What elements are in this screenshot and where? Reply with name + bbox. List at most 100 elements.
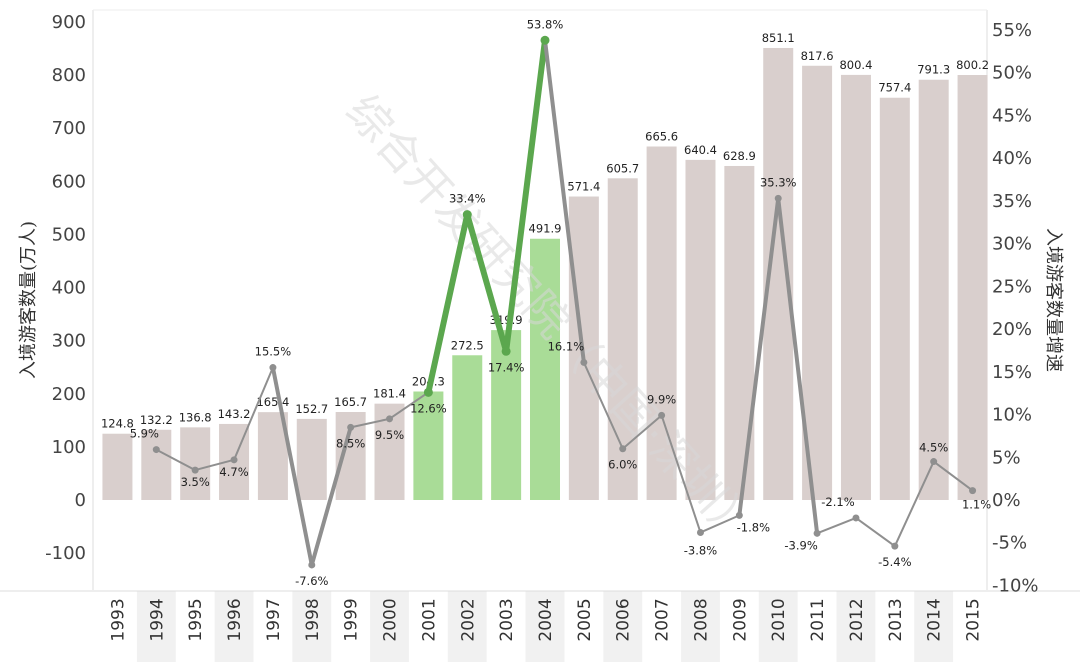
bar-series — [102, 47, 988, 501]
bar-label-2014: 791.3 — [917, 63, 950, 77]
year-band-2010 — [758, 591, 798, 662]
growth-label-2001: 12.6% — [410, 401, 447, 415]
growth-point-2004 — [540, 35, 550, 45]
year-band-2012 — [836, 591, 876, 662]
year-tick-1995: 1995 — [186, 598, 206, 641]
growth-point-1996 — [230, 456, 238, 464]
growth-label-2012: -2.1% — [821, 495, 854, 509]
growth-label-2004: 53.8% — [527, 17, 564, 31]
bar-label-2011: 817.6 — [801, 49, 834, 63]
year-band-2006 — [603, 591, 643, 662]
growth-label-2007: 9.9% — [647, 392, 676, 406]
bar-label-2007: 665.6 — [645, 129, 678, 143]
year-tick-2001: 2001 — [419, 598, 439, 641]
growth-label-2002: 33.4% — [449, 192, 486, 206]
growth-point-2010 — [774, 194, 782, 202]
year-band-2002 — [447, 591, 487, 662]
year-tick-2013: 2013 — [886, 598, 906, 641]
bar-label-2012: 800.4 — [839, 58, 872, 72]
year-ticks: 1993 1994 1995 1996 1997 1998 1999 2000 2001 2002… — [108, 598, 983, 641]
growth-label-1998: -7.6% — [295, 574, 328, 588]
year-tick-2012: 2012 — [847, 598, 867, 641]
y-tick-7: 600 — [52, 171, 86, 192]
growth-label-2009: -1.8% — [737, 520, 770, 534]
growth-segment-2007-2008 — [660, 414, 702, 534]
y-tick-1: 0 — [75, 490, 86, 511]
year-tick-2007: 2007 — [653, 598, 673, 641]
growth-point-2012 — [852, 514, 860, 522]
bar-2011 — [802, 65, 833, 501]
growth-label-1995: 3.5% — [181, 475, 210, 489]
bar-2003 — [491, 330, 522, 500]
growth-point-1999 — [347, 423, 355, 431]
growth-label-2003: 17.4% — [488, 360, 525, 374]
y2-tick-3: 5% — [992, 447, 1021, 468]
year-bands — [136, 591, 954, 662]
y2-tick-7: 25% — [992, 276, 1032, 297]
growth-label-2011: -3.9% — [784, 538, 817, 552]
bar-2007 — [646, 146, 677, 501]
growth-point-2001 — [423, 387, 433, 397]
growth-point-2009 — [735, 511, 743, 519]
year-band-2014 — [914, 591, 954, 662]
growth-segment-2012-2013 — [854, 516, 896, 548]
growth-segment-2001-2002 — [425, 211, 471, 396]
growth-point-2006 — [619, 445, 627, 453]
growth-labels: 5.9% 3.5% 4.7% 15.5% -7.6% 8.5% 9.5% 12.6% 33.4%… — [130, 17, 992, 588]
year-tick-1994: 1994 — [147, 598, 167, 641]
growth-point-2007 — [658, 411, 666, 419]
growth-label-2005: 16.1% — [548, 339, 585, 353]
bar-label-2008: 640.4 — [684, 143, 717, 157]
y2-tick-12: 50% — [992, 63, 1032, 84]
growth-segment-2013-2014 — [893, 460, 935, 548]
y-tick-3: 200 — [52, 384, 86, 405]
bar-2012 — [840, 74, 871, 500]
bar-label-2004: 491.9 — [529, 222, 562, 236]
growth-points — [152, 35, 977, 569]
growth-label-2010: 35.3% — [760, 175, 797, 189]
year-band-2008 — [681, 591, 720, 662]
bar-label-1998: 152.7 — [295, 402, 328, 416]
year-tick-1998: 1998 — [303, 598, 323, 641]
bar-label-1994: 132.2 — [140, 413, 173, 427]
bar-label-2013: 757.4 — [878, 81, 911, 95]
growth-point-2002 — [462, 210, 472, 220]
growth-segment-1998-1999 — [309, 425, 353, 567]
y2-tick-1: -5% — [992, 533, 1027, 554]
y-tick-9: 800 — [52, 65, 86, 86]
bar-1995 — [180, 427, 211, 500]
growth-segment-1997-1998 — [270, 365, 314, 567]
left-axis-ticks: -100 0 100 200 300 400 500 600 700 800 900 — [45, 12, 86, 564]
growth-point-2003 — [501, 346, 511, 356]
growth-label-2013: -5.4% — [878, 555, 911, 569]
year-tick-1999: 1999 — [342, 598, 362, 641]
growth-segment-1996-1997 — [233, 366, 274, 461]
growth-segment-2009-2010 — [737, 196, 781, 518]
growth-point-1995 — [191, 466, 199, 474]
y-tick-4: 300 — [52, 331, 86, 352]
growth-segment-1999-2000 — [349, 417, 391, 429]
year-tick-1997: 1997 — [264, 598, 284, 641]
growth-segment-2014-2015 — [932, 460, 974, 492]
growth-label-2008: -3.8% — [684, 543, 717, 557]
growth-point-2008 — [696, 528, 704, 536]
year-band-1994 — [136, 591, 176, 662]
bar-2002 — [452, 355, 483, 500]
growth-label-1996: 4.7% — [219, 465, 248, 479]
bar-2001 — [413, 391, 444, 500]
year-band-2004 — [525, 591, 565, 662]
y-tick-2: 100 — [52, 437, 86, 458]
bar-label-1999: 165.7 — [334, 395, 367, 409]
growth-point-2011 — [813, 529, 821, 537]
year-tick-2006: 2006 — [614, 598, 634, 641]
bar-1998 — [296, 418, 327, 500]
bar-label-2015: 800.2 — [956, 58, 989, 72]
growth-segment-1995-1996 — [194, 458, 236, 472]
growth-segment-2000-2001 — [388, 391, 430, 420]
growth-segment-2004-2005 — [543, 38, 586, 365]
growth-label-2014: 4.5% — [919, 441, 948, 455]
growth-point-1998 — [308, 561, 316, 569]
year-tick-2004: 2004 — [536, 598, 556, 641]
growth-point-2013 — [891, 542, 899, 550]
